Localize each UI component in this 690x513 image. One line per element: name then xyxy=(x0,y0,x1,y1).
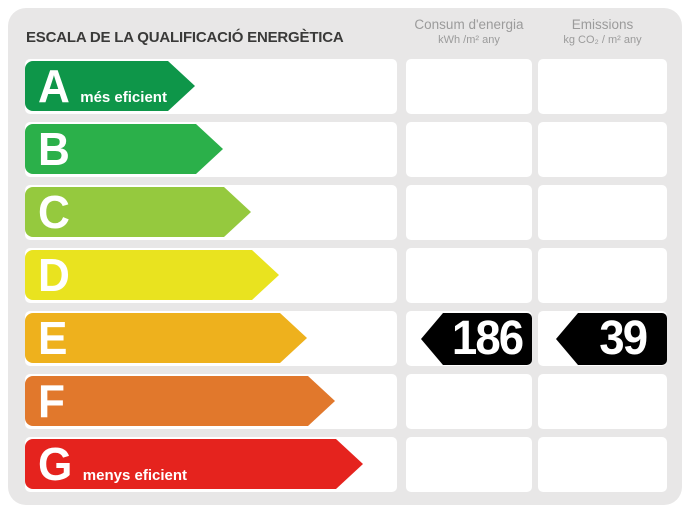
consum-cell-a xyxy=(406,59,532,114)
scale-row-e: E 186 39 xyxy=(25,311,667,366)
grade-arrow-b: B xyxy=(25,124,223,174)
scale-row-g: G menys eficient xyxy=(25,437,667,492)
grade-letter-e: E xyxy=(38,312,68,364)
grade-band-e: E xyxy=(25,311,397,366)
page-title: ESCALA DE LA QUALIFICACIÓ ENERGÈTICA xyxy=(26,29,344,46)
grade-letter-f: F xyxy=(38,375,65,427)
scale-row-c: C xyxy=(25,185,667,240)
arrow-tip-icon xyxy=(308,376,335,426)
arrow-tip-icon xyxy=(196,124,223,174)
emissions-header-title: Emissions xyxy=(571,17,634,32)
grade-band-f: F xyxy=(25,374,397,429)
arrow-tip-icon xyxy=(224,187,251,237)
consum-cell-d xyxy=(406,248,532,303)
emissions-cell-a xyxy=(538,59,667,114)
tag-point-icon xyxy=(421,312,443,365)
emissions-value: 39 xyxy=(599,311,648,365)
emissions-cell-e: 39 xyxy=(538,311,667,366)
consum-header-unit: kWh /m² any xyxy=(438,34,500,46)
consum-cell-e: 186 xyxy=(406,311,532,366)
arrow-tip-icon xyxy=(336,439,363,489)
grade-band-d: D xyxy=(25,248,397,303)
energy-label-panel: ESCALA DE LA QUALIFICACIÓ ENERGÈTICA Con… xyxy=(8,8,682,505)
consum-cell-g xyxy=(406,437,532,492)
grade-letter-a: A xyxy=(38,60,70,112)
consum-header-title: Consum d'energia xyxy=(414,17,524,32)
emissions-cell-d xyxy=(538,248,667,303)
consum-cell-c xyxy=(406,185,532,240)
emissions-value-tag: 39 xyxy=(556,311,667,365)
grade-band-a: A més eficient xyxy=(25,59,397,114)
column-header-emissions: Emissions kg CO₂ / m² any xyxy=(538,16,667,48)
scale-row-d: D xyxy=(25,248,667,303)
rating-scale: A més eficient B xyxy=(25,59,667,492)
consum-value-tag: 186 xyxy=(421,311,532,365)
grade-arrow-d: D xyxy=(25,250,279,300)
grade-letter-b: B xyxy=(38,123,70,175)
arrow-tip-icon xyxy=(168,61,195,111)
grade-arrow-f: F xyxy=(25,376,335,426)
least-efficient-note: menys eficient xyxy=(82,467,187,484)
tag-point-icon xyxy=(556,312,578,365)
grade-arrow-e: E xyxy=(25,313,307,363)
grade-arrow-g: G menys eficient xyxy=(25,439,363,489)
emissions-cell-g xyxy=(538,437,667,492)
consum-value: 186 xyxy=(452,311,524,365)
grade-band-g: G menys eficient xyxy=(25,437,397,492)
scale-row-b: B xyxy=(25,122,667,177)
grade-band-c: C xyxy=(25,185,397,240)
emissions-header-unit: kg CO₂ / m² any xyxy=(563,34,642,46)
grade-band-b: B xyxy=(25,122,397,177)
grade-arrow-c: C xyxy=(25,187,251,237)
emissions-cell-f xyxy=(538,374,667,429)
arrow-tip-icon xyxy=(280,313,307,363)
column-header-consum: Consum d'energia kWh /m² any xyxy=(406,16,532,48)
grade-letter-c: C xyxy=(38,186,70,238)
emissions-cell-b xyxy=(538,122,667,177)
arrow-tip-icon xyxy=(252,250,279,300)
emissions-cell-c xyxy=(538,185,667,240)
grade-letter-d: D xyxy=(38,249,70,301)
scale-row-a: A més eficient xyxy=(25,59,667,114)
most-efficient-note: més eficient xyxy=(80,89,167,106)
consum-cell-f xyxy=(406,374,532,429)
scale-row-f: F xyxy=(25,374,667,429)
grade-letter-g: G xyxy=(38,438,73,490)
grade-arrow-a: A més eficient xyxy=(25,61,195,111)
consum-cell-b xyxy=(406,122,532,177)
